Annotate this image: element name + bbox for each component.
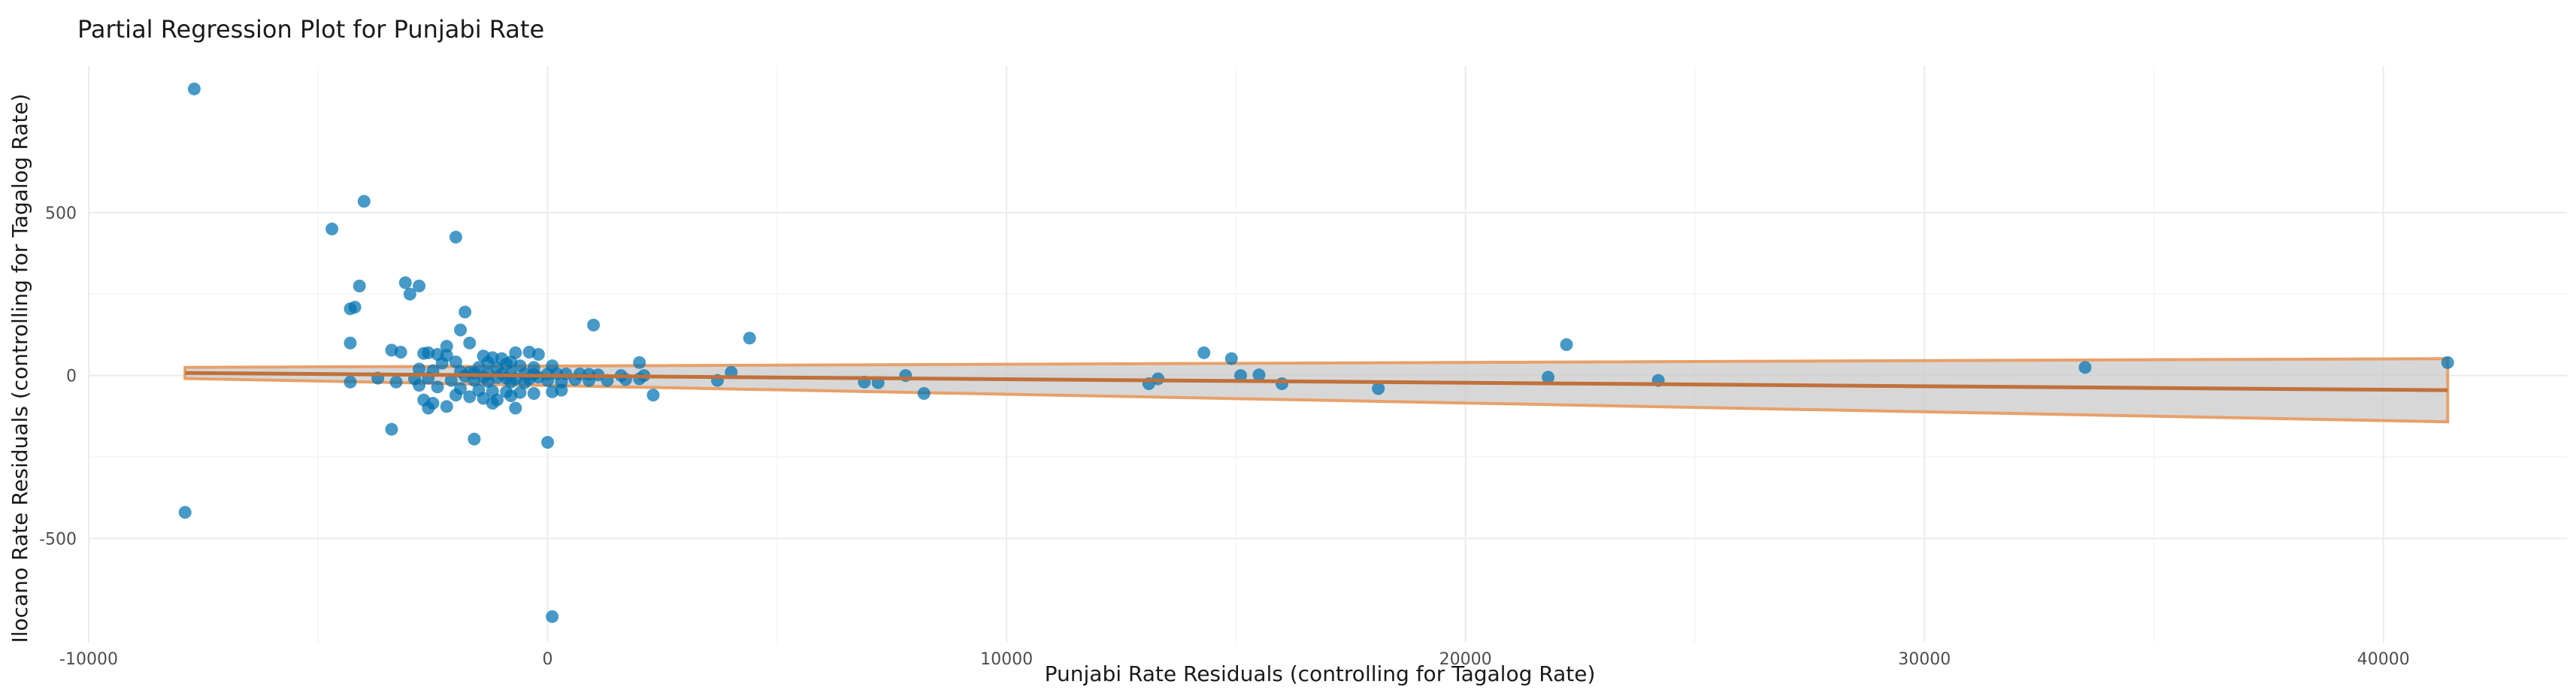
data-point (398, 276, 412, 289)
data-point (325, 222, 339, 236)
data-point (357, 195, 371, 208)
data-point (440, 400, 453, 413)
data-point (743, 331, 756, 345)
data-point (187, 82, 201, 95)
data-point (413, 362, 426, 376)
data-points (178, 82, 2454, 623)
data-point (917, 387, 931, 400)
x-tick-label: 10000 (980, 650, 1033, 669)
x-tick-label: -10000 (59, 650, 118, 669)
data-point (435, 356, 449, 370)
data-point (555, 383, 568, 397)
data-point (459, 305, 472, 319)
data-point (468, 432, 481, 446)
data-point (518, 376, 531, 389)
data-point (413, 280, 426, 292)
y-axis-ticks: -500 0 500 (39, 204, 77, 549)
data-point (178, 506, 192, 519)
x-axis-ticks: -10000 0 10000 20000 30000 40000 (59, 650, 2410, 669)
data-point (344, 336, 357, 350)
data-point (1234, 369, 1247, 383)
data-point (463, 336, 477, 350)
data-point (444, 374, 458, 387)
data-point (385, 422, 398, 436)
y-axis-title: Ilocano Rate Residuals (controlling for … (8, 94, 32, 643)
data-point (449, 231, 462, 244)
data-point (541, 436, 555, 449)
grid-lines (88, 66, 2567, 643)
data-point (1224, 352, 1238, 365)
data-point (633, 372, 646, 386)
data-point (646, 389, 660, 402)
data-point (1542, 371, 1555, 384)
data-point (422, 401, 435, 415)
data-point (1560, 338, 1573, 351)
data-point (1197, 346, 1211, 359)
data-point (344, 302, 357, 316)
x-tick-label: 30000 (1898, 650, 1951, 669)
data-point (2441, 356, 2454, 369)
data-point (2078, 361, 2092, 374)
data-point (486, 397, 499, 410)
x-tick-label: 40000 (2357, 650, 2410, 669)
data-point (1252, 368, 1266, 382)
data-point (531, 348, 545, 361)
data-point (1275, 377, 1288, 390)
x-tick-label: 20000 (1439, 650, 1492, 669)
data-point (1372, 382, 1385, 395)
data-point (344, 375, 357, 389)
chart-title: Partial Regression Plot for Punjabi Rate (77, 15, 544, 44)
data-point (454, 323, 468, 337)
fit-line (185, 371, 2448, 392)
data-point (509, 346, 522, 359)
data-point (394, 345, 407, 359)
data-point (449, 355, 462, 368)
data-point (587, 319, 601, 331)
x-axis-title: Punjabi Rate Residuals (controlling for … (1045, 661, 1596, 686)
y-tick-label: -500 (39, 530, 77, 549)
data-point (389, 375, 403, 389)
data-point (468, 374, 481, 387)
y-tick-label: 0 (66, 368, 77, 386)
regression-line (185, 371, 2448, 392)
data-point (353, 280, 366, 292)
y-tick-label: 500 (45, 204, 77, 223)
data-point (509, 401, 522, 415)
data-point (431, 380, 444, 394)
data-point (440, 340, 453, 353)
data-point (481, 374, 495, 388)
data-point (463, 390, 477, 404)
data-point (504, 389, 518, 403)
data-point (527, 387, 540, 400)
data-point (449, 389, 462, 402)
data-point (403, 287, 416, 301)
x-tick-label: 0 (543, 650, 553, 669)
data-point (504, 375, 518, 389)
data-point (633, 356, 646, 369)
data-point (413, 379, 426, 392)
data-point (546, 610, 559, 623)
